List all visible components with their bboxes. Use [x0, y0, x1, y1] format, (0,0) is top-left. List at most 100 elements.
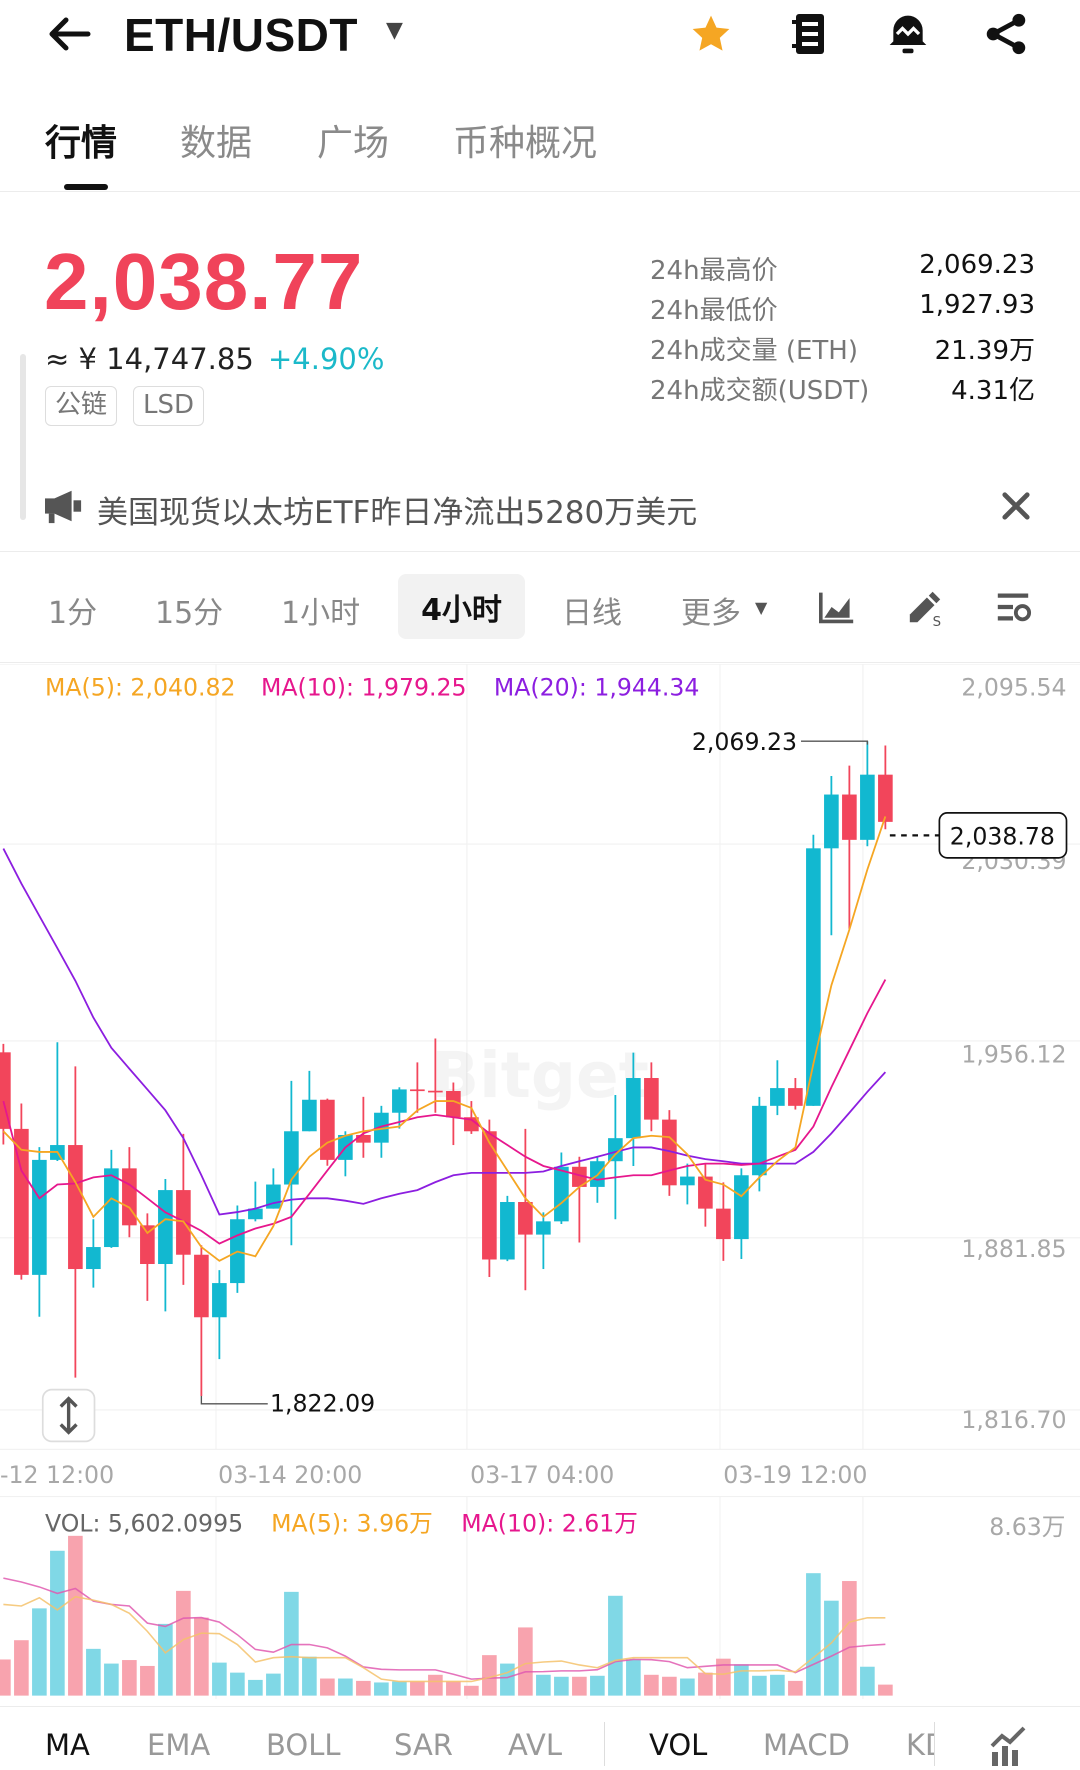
scroll-indicator [20, 354, 26, 520]
indicator-avl[interactable]: AVL [508, 1728, 562, 1762]
legend-vol-ma10: MA(10): 2.61万 [461, 1509, 638, 1537]
volume-bar [446, 1681, 461, 1696]
candle [734, 1168, 749, 1259]
volume-bar [104, 1663, 119, 1696]
volume-bar [644, 1674, 659, 1696]
indicator-ema[interactable]: EMA [147, 1728, 211, 1762]
candle-body [734, 1175, 749, 1240]
candle-body [0, 1052, 11, 1129]
legend-ma5: MA(5): 2,040.82 [45, 674, 236, 702]
candle-body [482, 1131, 497, 1260]
candlestick-chart[interactable]: Bitget MA(5): 2,040.82 MA(10): 1,979.25 … [0, 664, 1080, 1699]
interval-1m[interactable]: 1分 [48, 596, 98, 631]
volume-bar [266, 1673, 281, 1696]
candle-body [356, 1134, 371, 1143]
x-tick: 03-19 12:00 [723, 1461, 867, 1489]
stat-label: 24h最高价 [650, 256, 778, 286]
last-price-tag[interactable]: 2,038.78 [938, 812, 1068, 859]
volume-bar [572, 1676, 587, 1696]
candle [536, 1212, 551, 1270]
candle-body [752, 1105, 767, 1176]
interval-1h[interactable]: 1小时 [281, 596, 361, 631]
indicator-macd[interactable]: MACD [763, 1728, 850, 1762]
back-arrow-icon[interactable] [46, 10, 94, 58]
volume-bar [338, 1678, 353, 1696]
candle-body [14, 1128, 29, 1275]
divider [0, 191, 1080, 192]
chart-type-icon[interactable] [819, 590, 855, 628]
candle [122, 1147, 137, 1238]
volume-bar [518, 1627, 533, 1696]
chart-grid [0, 664, 1080, 1699]
interval-4h[interactable]: 4小时 [398, 574, 525, 639]
x-tick: -12 12:00 [0, 1461, 114, 1489]
tab-market[interactable]: 行情 [45, 123, 118, 164]
volume-bar [788, 1680, 803, 1696]
volume-bars [0, 1535, 893, 1696]
share-icon[interactable] [982, 10, 1030, 58]
volume-bar [716, 1658, 731, 1696]
interval-more[interactable]: 更多 [681, 596, 741, 631]
candle-body [608, 1138, 623, 1162]
volume-bar [194, 1617, 209, 1696]
candle-body [842, 794, 857, 840]
y-tick: 1,881.85 [961, 1235, 1066, 1263]
indicator-ma[interactable]: MA [45, 1728, 90, 1762]
volume-bar [752, 1675, 767, 1696]
dropdown-caret-icon[interactable]: ▼ [386, 18, 403, 43]
volume-bar [806, 1573, 821, 1696]
candle-body [284, 1131, 299, 1185]
price-change: +4.90% [268, 342, 385, 376]
volume-bar [770, 1674, 785, 1696]
volume-bar [590, 1675, 605, 1696]
annotations [200, 740, 940, 1405]
draw-tool-icon[interactable]: S [906, 588, 944, 630]
svg-text:S: S [933, 615, 941, 626]
stat-label: 24h成交额(USDT) [650, 376, 870, 406]
y-tick: 2,095.54 [961, 674, 1066, 702]
volume-bar [464, 1685, 479, 1696]
tab-square[interactable]: 广场 [317, 123, 390, 164]
candle-body [302, 1099, 317, 1132]
y-axis-labels: 2,095.54 2,030.39 1,956.12 1,881.85 1,81… [961, 674, 1066, 1434]
indicator-vol[interactable]: VOL [649, 1728, 708, 1762]
volume-max-label: 8.63万 [989, 1513, 1065, 1541]
candle-body [410, 1089, 425, 1092]
volume-bar [554, 1676, 569, 1696]
announcement-text[interactable]: 美国现货以太坊ETF昨日净流出5280万美元 [97, 495, 698, 531]
indicator-sar[interactable]: SAR [394, 1728, 453, 1762]
volume-bar [230, 1672, 245, 1696]
close-icon[interactable] [1000, 490, 1032, 526]
star-icon[interactable] [687, 10, 735, 58]
candle-body [536, 1221, 551, 1235]
divider [604, 1722, 605, 1766]
divider [0, 662, 1080, 663]
cny-price: ≈ ¥ 14,747.85 [45, 342, 254, 376]
ma5-line [2, 816, 887, 1262]
volume-bar [50, 1550, 65, 1696]
tag-public-chain[interactable]: 公链 [45, 386, 118, 426]
orderbook-icon[interactable] [786, 10, 834, 58]
pair-title[interactable]: ETH/USDT [124, 9, 358, 61]
volume-bar [356, 1680, 371, 1696]
candle [698, 1163, 713, 1227]
indicator-kd[interactable]: KD [906, 1728, 934, 1762]
interval-15m[interactable]: 15分 [155, 596, 224, 631]
indicator-settings-icon[interactable] [994, 588, 1032, 630]
alert-bell-icon[interactable] [884, 10, 932, 58]
candle-body [68, 1145, 83, 1270]
candle [410, 1062, 425, 1113]
interval-1d[interactable]: 日线 [562, 596, 622, 631]
tab-coin-overview[interactable]: 币种概况 [453, 123, 598, 164]
volume-bar [734, 1664, 749, 1696]
candle [788, 1078, 803, 1110]
candle [446, 1082, 461, 1146]
tab-data[interactable]: 数据 [180, 123, 253, 164]
indicator-chart-icon[interactable] [990, 1726, 1026, 1770]
candle-body [212, 1283, 227, 1318]
candle [644, 1062, 659, 1132]
tag-lsd[interactable]: LSD [133, 386, 205, 426]
indicator-boll[interactable]: BOLL [266, 1728, 341, 1762]
vertical-arrows-icon [59, 1396, 78, 1435]
scale-toggle-button[interactable] [41, 1388, 96, 1443]
